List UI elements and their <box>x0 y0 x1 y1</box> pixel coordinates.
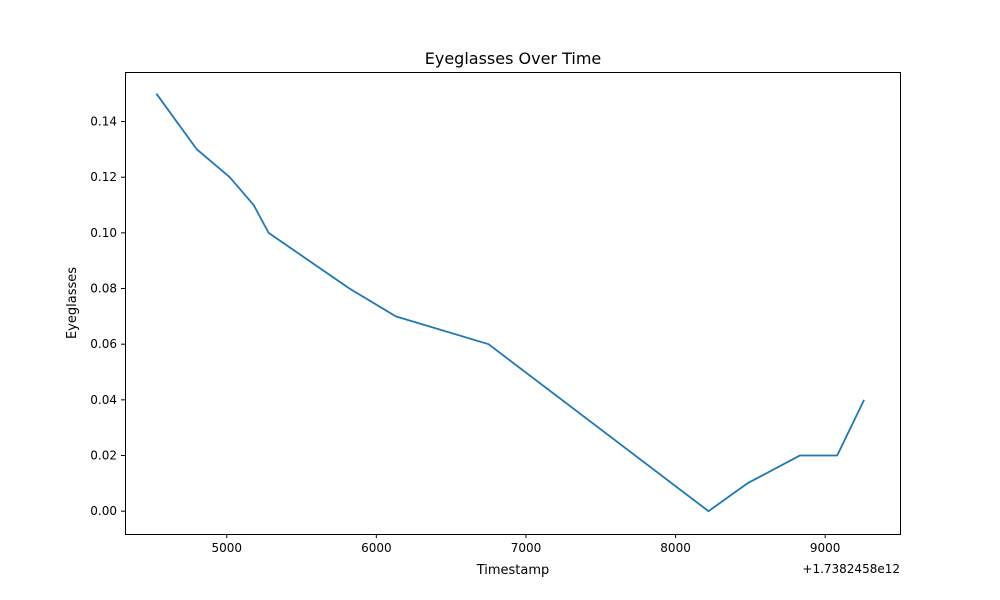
plot-frame <box>125 72 901 535</box>
y-axis-label: Eyeglasses <box>65 267 80 339</box>
y-tick-label: 0.08 <box>90 282 117 296</box>
y-tick-label: 0.12 <box>90 170 117 184</box>
x-tick-label: 8000 <box>660 541 691 555</box>
x-tick-label: 6000 <box>361 541 392 555</box>
chart-title: Eyeglasses Over Time <box>425 49 602 68</box>
y-tick-label: 0.14 <box>90 115 117 129</box>
y-axis: 0.00 0.02 0.04 0.06 0.08 0.10 0.12 0.14 <box>90 115 125 518</box>
x-axis: 5000 6000 7000 8000 9000 <box>211 534 840 555</box>
x-tick-label: 7000 <box>511 541 542 555</box>
series-line <box>155 93 865 513</box>
x-tick-label: 5000 <box>211 541 242 555</box>
x-tick-label: 9000 <box>810 541 841 555</box>
plot-area <box>155 93 865 513</box>
x-axis-offset-label: +1.7382458e12 <box>802 562 900 576</box>
y-tick-label: 0.02 <box>90 449 117 463</box>
y-tick-label: 0.06 <box>90 337 117 351</box>
y-tick-label: 0.04 <box>90 393 117 407</box>
x-axis-label: Timestamp <box>476 563 550 578</box>
y-tick-label: 0.10 <box>90 226 117 240</box>
y-tick-label: 0.00 <box>90 504 117 518</box>
